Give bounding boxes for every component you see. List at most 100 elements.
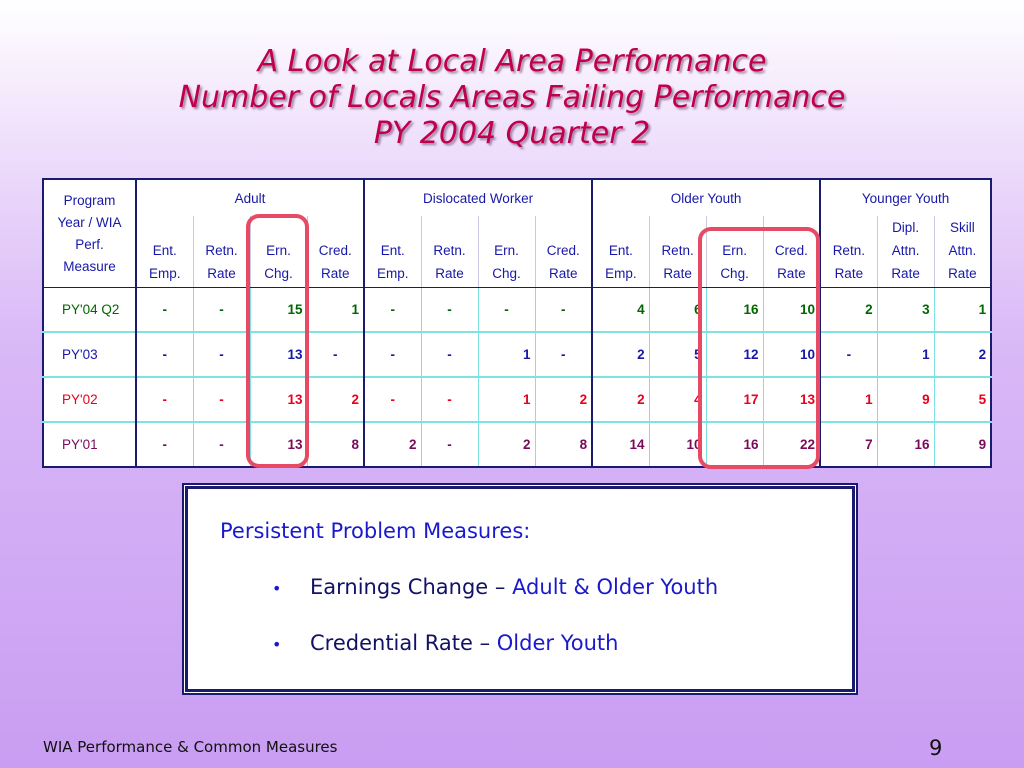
title-line-3: PY 2004 Quarter 2 <box>373 116 651 151</box>
table-cell: 17 <box>705 376 764 422</box>
column-header: Cred. Rate <box>762 216 821 288</box>
row-label: PY'03 <box>43 331 136 377</box>
table-cell: - <box>420 331 479 377</box>
table-cell: - <box>534 331 593 377</box>
table-cell: - <box>363 287 422 332</box>
table-cell: 3 <box>876 287 935 332</box>
footer-text: WIA Performance & Common Measures <box>43 738 338 756</box>
table-cell: 2 <box>591 376 650 422</box>
table-cell: 2 <box>819 287 878 332</box>
column-header: Cred. Rate <box>306 216 365 288</box>
column-header: Ent. Emp. <box>363 216 422 288</box>
table-cell: 13 <box>762 376 821 422</box>
table-cell: - <box>420 421 479 467</box>
table-cell: 2 <box>477 421 536 467</box>
table-cell: 2 <box>933 331 992 377</box>
column-header: Skill Attn. Rate <box>933 216 992 288</box>
table-cell: - <box>819 331 878 377</box>
column-header: Retn. Rate <box>819 216 878 288</box>
table-row: PY'04 Q2- -15 1- - - -4 6 16 10 2 3 1 <box>43 287 992 332</box>
table-cell: 1 <box>306 287 365 332</box>
table-cell: 22 <box>762 421 821 467</box>
row-label: PY'04 Q2 <box>43 287 136 332</box>
page-number: 9 <box>929 736 943 760</box>
performance-table: Program Year / WIA Perf. Measure Adult D… <box>42 178 993 468</box>
table-cell: 1 <box>933 287 992 332</box>
problem-measure: Earnings Change – <box>310 575 513 599</box>
table-cell: - <box>135 331 193 377</box>
table-cell: - <box>363 331 422 377</box>
bullet-icon: • <box>272 635 282 654</box>
table-cell: 6 <box>648 287 707 332</box>
table-cell: 5 <box>933 376 992 422</box>
row-label: PY'02 <box>43 376 136 422</box>
table-row: PY'03- -13- - -1-2 5 12 10-1 2 <box>43 331 992 377</box>
bullet-icon: • <box>272 579 282 598</box>
column-header: Cred. Rate <box>534 216 593 288</box>
measure-header: Program Year / WIA Perf. Measure <box>57 192 122 274</box>
table-cell: 2 <box>363 421 422 467</box>
problem-groups: Adult & Older Youth <box>512 575 719 599</box>
table-cell: 1 <box>819 376 878 422</box>
table-cell: - <box>192 376 250 422</box>
table-cell: 9 <box>933 421 992 467</box>
column-header: Ent. Emp. <box>591 216 650 288</box>
table-cell: 9 <box>876 376 935 422</box>
table-cell: - <box>420 287 479 332</box>
table-cell: 1 <box>477 331 536 377</box>
group-header-adult: Adult <box>134 179 365 216</box>
problem-item: • Earnings Change – Adult & Older Youth <box>272 575 718 599</box>
table-cell: 2 <box>534 376 593 422</box>
row-label: PY'01 <box>43 421 136 467</box>
column-header: Retn. Rate <box>420 216 479 288</box>
title-line-2: Number of Locals Areas Failing Performan… <box>178 80 846 115</box>
column-header: Retn. Rate <box>648 216 707 288</box>
table-cell: 12 <box>705 331 764 377</box>
group-header-younger-youth: Younger Youth <box>819 179 992 216</box>
column-header: Ern. Chg. <box>477 216 536 288</box>
table-cell: 4 <box>648 376 707 422</box>
table-cell: 8 <box>306 421 365 467</box>
column-header: Dipl. Attn. Rate <box>876 216 935 288</box>
table-cell: 1 <box>876 331 935 377</box>
table-cell: 15 <box>249 287 307 332</box>
table-cell: - <box>534 287 593 332</box>
title-line-1: A Look at Local Area Performance <box>257 44 767 79</box>
table-cell: 16 <box>705 287 764 332</box>
problem-measure: Credential Rate – <box>310 631 497 655</box>
table-cell: 2 <box>306 376 365 422</box>
problem-groups: Older Youth <box>496 631 619 655</box>
column-header: Ent. Emp. <box>135 216 193 288</box>
column-header: Ern. Chg. <box>705 216 764 288</box>
table-cell: 16 <box>876 421 935 467</box>
column-header: Ern. Chg. <box>249 216 307 288</box>
table-cell: - <box>306 331 365 377</box>
group-header-dislocated-worker: Dislocated Worker <box>363 179 593 216</box>
table-cell: 14 <box>591 421 650 467</box>
persistent-problems-box: Persistent Problem Measures: • Earnings C… <box>185 486 855 692</box>
table-cell: 13 <box>249 331 307 377</box>
table-cell: 10 <box>648 421 707 467</box>
table-cell: - <box>363 376 422 422</box>
table-cell: 16 <box>705 421 764 467</box>
problem-box-heading: Persistent Problem Measures: <box>220 519 531 543</box>
table-cell: 5 <box>648 331 707 377</box>
table-cell: - <box>192 331 250 377</box>
table-row: PY'02- -13 2- -1 2 2 4 17 13 1 9 5 <box>43 376 992 422</box>
table-cell: - <box>420 376 479 422</box>
table-cell: 7 <box>819 421 878 467</box>
table-cell: 13 <box>249 421 307 467</box>
table-cell: - <box>135 421 193 467</box>
table-cell: 4 <box>591 287 650 332</box>
table-cell: 10 <box>762 287 821 332</box>
table-cell: - <box>135 287 193 332</box>
column-header: Retn. Rate <box>192 216 250 288</box>
table-row: PY'01- -13 8 2-2 8 14 10 16 22 7 16 9 <box>43 421 992 467</box>
table-cell: 1 <box>477 376 536 422</box>
table-cell: - <box>192 287 250 332</box>
table-cell: - <box>477 287 536 332</box>
slide-title: A Look at Local Area Performance Number … <box>0 44 1024 152</box>
table-cell: - <box>192 421 250 467</box>
table-cell: 10 <box>762 331 821 377</box>
table-cell: 2 <box>591 331 650 377</box>
